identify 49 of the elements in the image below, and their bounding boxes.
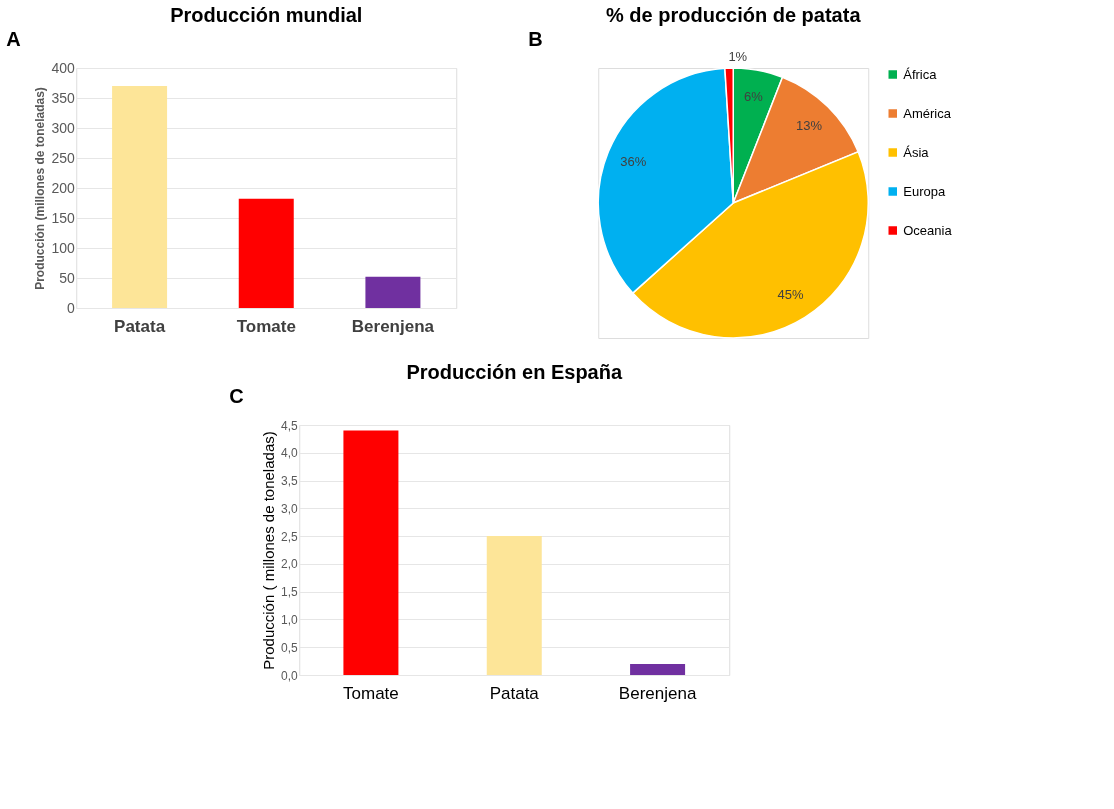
x-tick-label: Patata — [114, 316, 166, 336]
y-tick-label: 350 — [51, 89, 75, 106]
x-tick-label: Tomate — [343, 683, 399, 703]
y-tick-label: 200 — [51, 179, 75, 196]
bar — [238, 198, 294, 308]
data-label: 6% — [743, 88, 764, 104]
y-tick-label: 400 — [51, 59, 75, 76]
text: A — [6, 28, 21, 50]
bar — [343, 430, 399, 675]
y-tick-label: 2,5 — [281, 529, 299, 544]
x-tick-label: Tomate — [236, 316, 296, 336]
x-tick-label: Patata — [489, 683, 540, 703]
y-tick-label: 250 — [51, 149, 75, 166]
data-label: 45% — [777, 286, 805, 302]
y-tick-label: 3,0 — [281, 501, 299, 516]
chart-title: Producción en España — [406, 361, 623, 383]
y-axis-title: Producción (millones de toneladas) — [33, 87, 48, 290]
chart-title: Producción mundial — [170, 4, 363, 26]
legend-label: Europa — [903, 183, 946, 199]
y-tick-label: 300 — [51, 119, 75, 136]
legend-label: África — [903, 66, 938, 82]
legend-label: América — [903, 105, 952, 121]
y-tick-label: 50 — [59, 269, 75, 286]
y-tick-label: 2,0 — [281, 557, 299, 572]
y-tick-label: 0,5 — [281, 640, 299, 655]
bar — [365, 276, 421, 308]
y-tick-label: 3,5 — [281, 474, 299, 489]
y-tick-label: 4,5 — [281, 418, 299, 433]
x-tick-label: Berenjena — [618, 683, 697, 703]
text: B — [528, 28, 543, 50]
y-tick-label: 100 — [51, 239, 75, 256]
chart-title: % de producción de patata — [606, 4, 862, 26]
data-label: 36% — [620, 154, 647, 170]
legend-label: Oceania — [903, 222, 953, 238]
y-axis-title: Producción ( millones de toneladas) — [260, 431, 278, 670]
data-label: 1% — [728, 49, 748, 65]
bar — [112, 86, 168, 308]
data-label: 13% — [796, 118, 823, 134]
y-tick-label: 1,5 — [281, 585, 299, 600]
y-tick-label: 0 — [66, 299, 75, 316]
y-tick-label: 0,0 — [281, 668, 299, 683]
y-tick-label: 150 — [51, 209, 75, 226]
bar — [630, 663, 686, 675]
bar — [486, 536, 542, 675]
y-tick-label: 1,0 — [281, 612, 299, 627]
x-tick-label: Berenjena — [351, 316, 435, 336]
y-tick-label: 4,0 — [281, 446, 299, 461]
text: C — [229, 385, 244, 407]
legend-label: Ásia — [903, 144, 930, 160]
